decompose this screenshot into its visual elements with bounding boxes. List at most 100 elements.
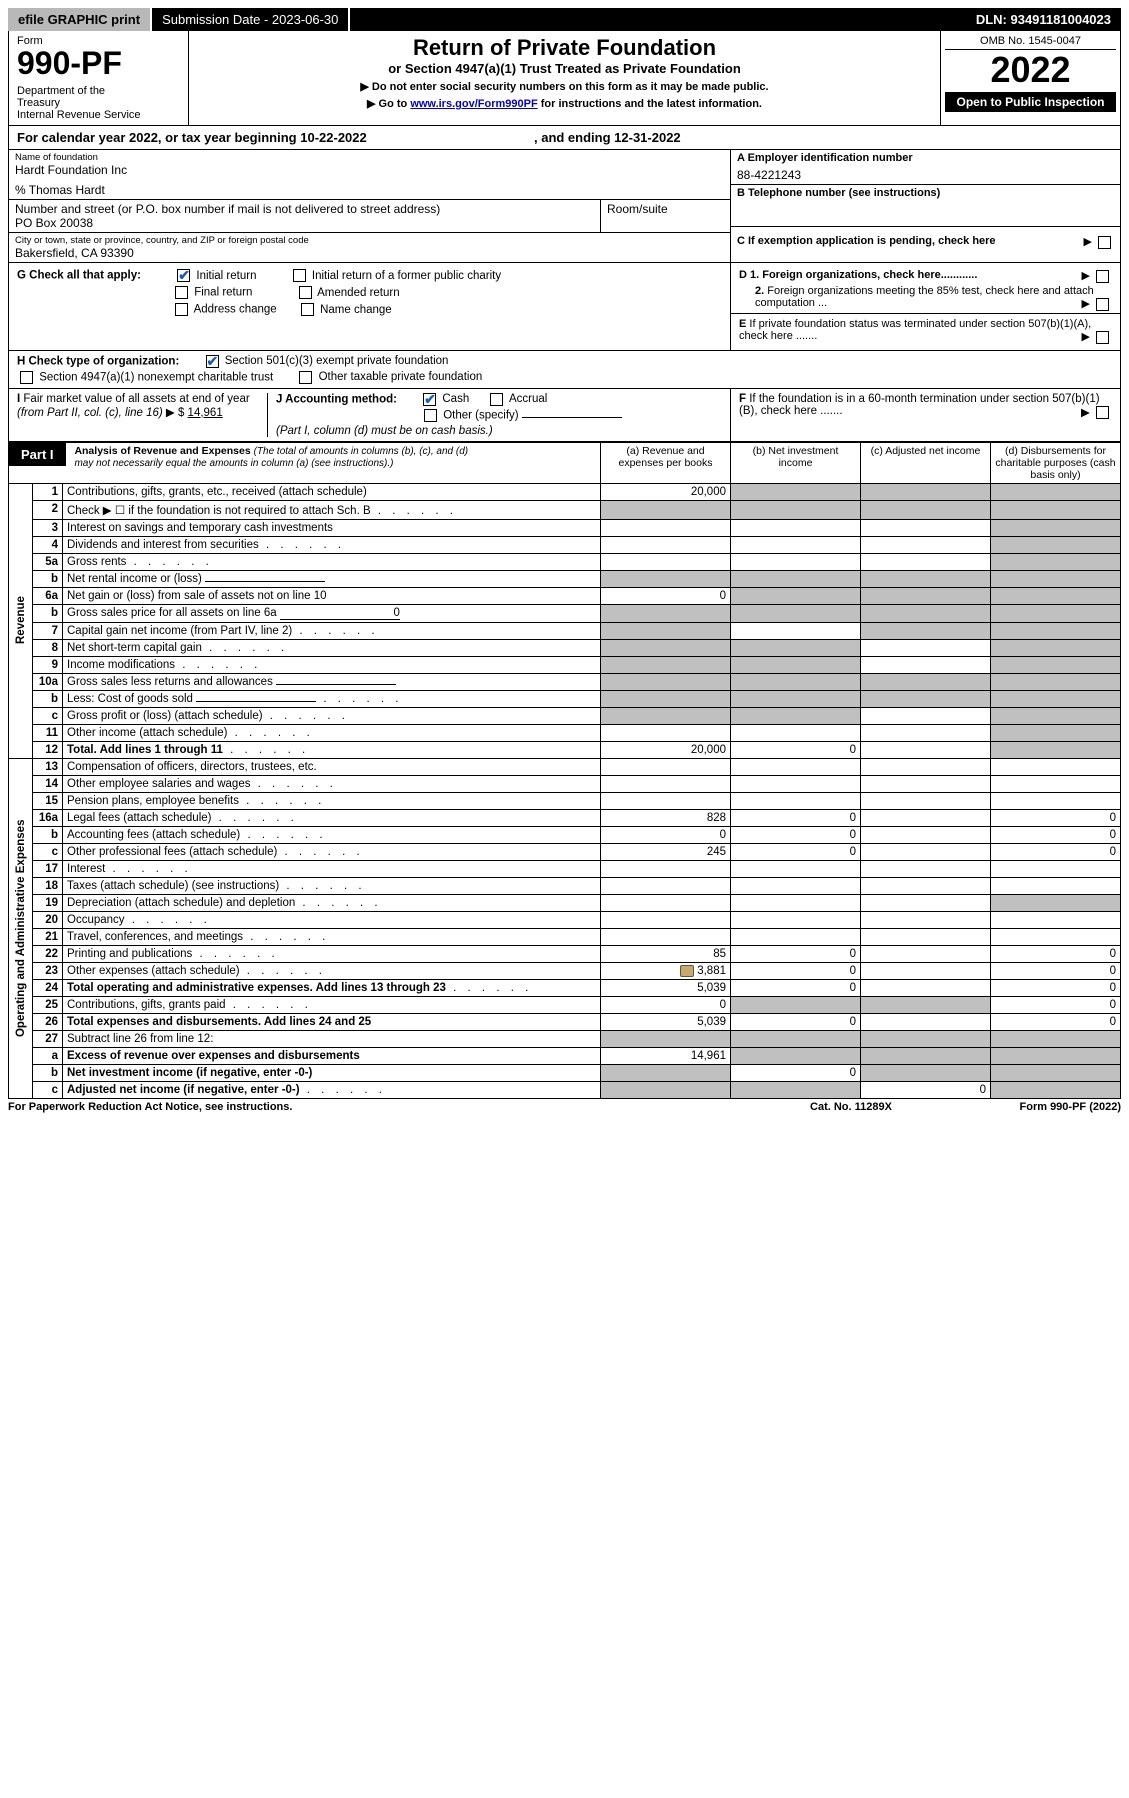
value-cell [861, 536, 991, 553]
value-cell [601, 656, 731, 673]
value-cell [991, 656, 1121, 673]
value-cell [861, 1013, 991, 1030]
value-cell: 14,961 [601, 1047, 731, 1064]
row-description: Pension plans, employee benefits . . . .… [63, 792, 601, 809]
value-cell [601, 553, 731, 570]
city-val: Bakersfield, CA 93390 [15, 246, 724, 260]
ein-label: A Employer identification number [737, 152, 1114, 164]
j-other-checkbox[interactable] [424, 409, 437, 422]
row-number: 13 [33, 758, 63, 775]
value-cell [861, 656, 991, 673]
g-addr-change-checkbox[interactable] [175, 303, 188, 316]
attachment-icon[interactable] [680, 965, 694, 977]
value-cell [861, 962, 991, 979]
j-accrual-checkbox[interactable] [490, 393, 503, 406]
name-cell: Name of foundation Hardt Foundation Inc … [9, 150, 730, 200]
table-row: 25Contributions, gifts, grants paid . . … [9, 996, 1121, 1013]
value-cell [861, 519, 991, 536]
value-cell [731, 775, 861, 792]
value-cell: 245 [601, 843, 731, 860]
h-4947-checkbox[interactable] [20, 371, 33, 384]
row-number: 22 [33, 945, 63, 962]
h-501-checkbox[interactable] [206, 355, 219, 368]
h-other-checkbox[interactable] [299, 371, 312, 384]
g-initial-former-checkbox[interactable] [293, 269, 306, 282]
h-other: Other taxable private foundation [319, 371, 483, 383]
value-cell [601, 1081, 731, 1098]
value-cell [991, 860, 1121, 877]
g-final-checkbox[interactable] [175, 286, 188, 299]
j-cash-checkbox[interactable] [423, 393, 436, 406]
value-cell [991, 877, 1121, 894]
room-cell: Room/suite [600, 200, 730, 232]
row-description: Printing and publications . . . . . . [63, 945, 601, 962]
form-link[interactable]: www.irs.gov/Form990PF [410, 98, 537, 110]
room-label: Room/suite [607, 202, 724, 216]
d1-label: D 1. Foreign organizations, check here..… [739, 269, 977, 281]
row-number: c [33, 1081, 63, 1098]
row-number: 27 [33, 1030, 63, 1047]
value-cell [991, 639, 1121, 656]
d1-checkbox[interactable] [1096, 270, 1109, 283]
notice-prefix: ▶ Go to [367, 98, 410, 110]
f-checkbox[interactable] [1096, 406, 1109, 419]
row-number: 23 [33, 962, 63, 979]
value-cell: 0 [991, 962, 1121, 979]
h-501: Section 501(c)(3) exempt private foundat… [225, 355, 449, 367]
row-description: Total expenses and disbursements. Add li… [63, 1013, 601, 1030]
table-row: Revenue1Contributions, gifts, grants, et… [9, 483, 1121, 500]
value-cell: 0 [861, 1081, 991, 1098]
value-cell [731, 1030, 861, 1047]
f-label: If the foundation is in a 60-month termi… [739, 393, 1100, 417]
value-cell [861, 639, 991, 656]
table-row: 11Other income (attach schedule) . . . .… [9, 724, 1121, 741]
i-arrow: ▶ $ [166, 407, 184, 419]
value-cell [861, 724, 991, 741]
row-description: Gross profit or (loss) (attach schedule)… [63, 707, 601, 724]
value-cell [601, 911, 731, 928]
value-cell [601, 690, 731, 707]
addr-cell: Number and street (or P.O. box number if… [9, 200, 600, 232]
value-cell [731, 500, 861, 519]
row-description: Gross rents . . . . . . [63, 553, 601, 570]
value-cell [991, 519, 1121, 536]
d2-checkbox[interactable] [1096, 298, 1109, 311]
table-row: 2Check ▶ ☐ if the foundation is not requ… [9, 500, 1121, 519]
g-addr-change: Address change [194, 304, 277, 316]
row-description: Other expenses (attach schedule) . . . .… [63, 962, 601, 979]
value-cell: 0 [991, 996, 1121, 1013]
table-row: 24Total operating and administrative exp… [9, 979, 1121, 996]
row-description: Capital gain net income (from Part IV, l… [63, 622, 601, 639]
g-initial-checkbox[interactable] [177, 269, 190, 282]
i-j-section: I Fair market value of all assets at end… [8, 389, 1121, 442]
phone-cell: B Telephone number (see instructions) [731, 185, 1120, 227]
value-cell [601, 928, 731, 945]
e-checkbox[interactable] [1096, 331, 1109, 344]
value-cell [601, 519, 731, 536]
value-cell [861, 826, 991, 843]
value-cell: 0 [991, 979, 1121, 996]
table-row: 8Net short-term capital gain . . . . . . [9, 639, 1121, 656]
dept-treasury: Department of theTreasuryInternal Revenu… [17, 85, 180, 121]
g-name-change-checkbox[interactable] [301, 303, 314, 316]
row-number: b [33, 826, 63, 843]
value-cell: 0 [731, 962, 861, 979]
care-of: % Thomas Hardt [15, 183, 724, 197]
addr-val: PO Box 20038 [15, 216, 594, 230]
j-cash: Cash [442, 393, 469, 405]
header-center: Return of Private Foundation or Section … [189, 31, 940, 125]
row-description: Gross sales less returns and allowances [63, 673, 601, 690]
value-cell [731, 860, 861, 877]
g-label: G Check all that apply: [17, 270, 141, 282]
value-cell [861, 894, 991, 911]
table-row: bNet investment income (if negative, ent… [9, 1064, 1121, 1081]
value-cell [991, 536, 1121, 553]
g-amended-checkbox[interactable] [299, 286, 312, 299]
efile-label: efile GRAPHIC print [8, 8, 152, 31]
row-number: 19 [33, 894, 63, 911]
row-description: Net gain or (loss) from sale of assets n… [63, 587, 601, 604]
value-cell [731, 911, 861, 928]
c-checkbox[interactable] [1098, 236, 1111, 249]
value-cell [861, 553, 991, 570]
row-description: Compensation of officers, directors, tru… [63, 758, 601, 775]
